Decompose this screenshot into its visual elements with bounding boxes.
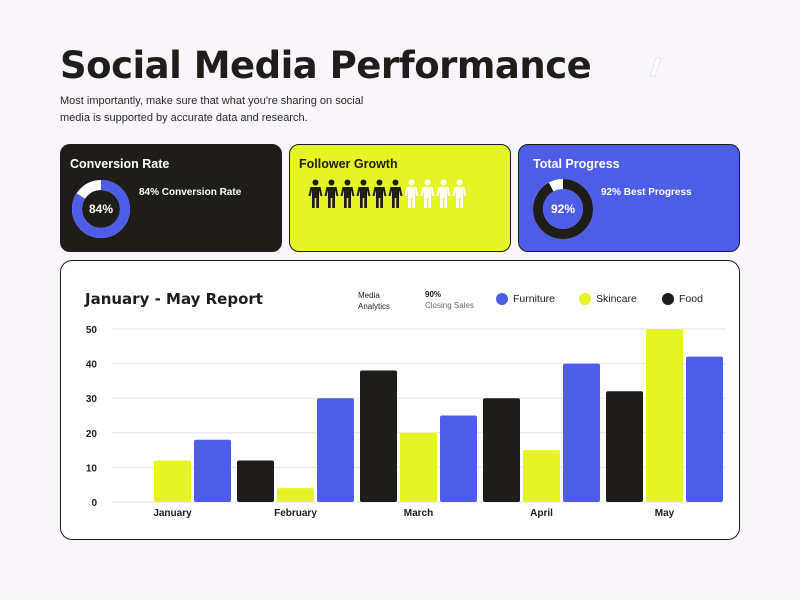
conversion-donut-value: 84% [89, 202, 113, 216]
x-tick-label: March [404, 508, 433, 519]
x-tick-label: May [655, 508, 675, 519]
x-tick-label: April [530, 508, 553, 519]
logo-slash-icon [649, 57, 662, 77]
bar-skincare-january [154, 460, 191, 502]
bar-furniture-march [440, 415, 477, 502]
closing-sales-label: Closing Sales [425, 301, 474, 310]
bar-skincare-may [646, 329, 683, 502]
person-icon-filled [340, 179, 355, 208]
person-icon-filled [372, 179, 387, 208]
conversion-rate-title: Conversion Rate [70, 157, 170, 171]
bar-skincare-march [400, 432, 437, 502]
bar-food-may [606, 391, 643, 502]
y-tick-label: 10 [86, 463, 98, 474]
legend-skincare-swatch [579, 293, 591, 305]
total-progress-card: Total Progress 92% 92% Best Progress [518, 144, 740, 252]
legend-food-label: Food [679, 293, 703, 305]
follower-growth-title: Follower Growth [299, 157, 398, 171]
person-icon-filled [356, 179, 371, 208]
report-panel: January - May Report Media Analytics 90%… [60, 260, 740, 540]
conversion-rate-text: 84% Conversion Rate [139, 187, 242, 198]
legend-skincare: Skincare [579, 293, 637, 305]
bar-food-march [360, 370, 397, 502]
y-tick-label: 20 [86, 429, 98, 440]
y-tick-label: 0 [91, 498, 97, 509]
y-tick-label: 40 [86, 360, 98, 371]
conversion-donut-arc [72, 180, 130, 238]
follower-growth-card: Follower Growth [289, 144, 511, 252]
person-icon-empty [452, 179, 467, 208]
bar-furniture-april [563, 363, 600, 502]
y-tick-label: 50 [86, 325, 98, 336]
bar-food-february [237, 460, 274, 502]
closing-sales-stat: 90% Closing Sales [425, 289, 474, 311]
media-analytics-line2: Analytics [358, 302, 391, 311]
legend-skincare-label: Skincare [596, 293, 637, 305]
report-title: January - May Report [85, 290, 263, 308]
legend-furniture-swatch [496, 293, 508, 305]
progress-donut: 92% [533, 179, 593, 239]
y-tick-label: 30 [86, 394, 98, 405]
person-icon-empty [420, 179, 435, 208]
bar-furniture-february [317, 398, 354, 502]
media-analytics-line1: Media [358, 291, 380, 300]
progress-donut-value: 92% [551, 202, 575, 216]
legend-food-swatch [662, 293, 674, 305]
total-progress-text: 92% Best Progress [601, 187, 692, 198]
bar-skincare-april [523, 450, 560, 502]
bar-chart: 0 10 20 30 40 50 January February March April May [86, 325, 726, 519]
follower-people-row [308, 179, 467, 209]
person-icon-empty [404, 179, 419, 208]
progress-donut-arc [533, 179, 593, 239]
bar-food-april [483, 398, 520, 502]
page-title: Social Media Performance [60, 44, 592, 87]
legend-furniture-label: Furniture [513, 293, 556, 305]
legend-furniture: Furniture [496, 293, 555, 305]
x-tick-label: February [274, 508, 317, 519]
legend-food: Food [662, 293, 703, 305]
bar-furniture-may [686, 356, 723, 502]
total-progress-title: Total Progress [533, 157, 620, 171]
conversion-rate-card: Conversion Rate 84% 84% Conversion Rate [60, 144, 282, 252]
bar-furniture-january [194, 439, 231, 502]
person-icon-filled [388, 179, 403, 208]
x-tick-label: January [153, 508, 192, 519]
closing-sales-value: 90% [425, 290, 442, 299]
page-subtitle: Most importantly, make sure that what yo… [60, 95, 364, 124]
bar-skincare-february [277, 488, 314, 502]
person-icon-filled [308, 179, 323, 208]
media-analytics-label: Media Analytics [358, 290, 390, 312]
conversion-donut: 84% [72, 180, 130, 238]
person-icon-filled [324, 179, 339, 208]
person-icon-empty [436, 179, 451, 208]
